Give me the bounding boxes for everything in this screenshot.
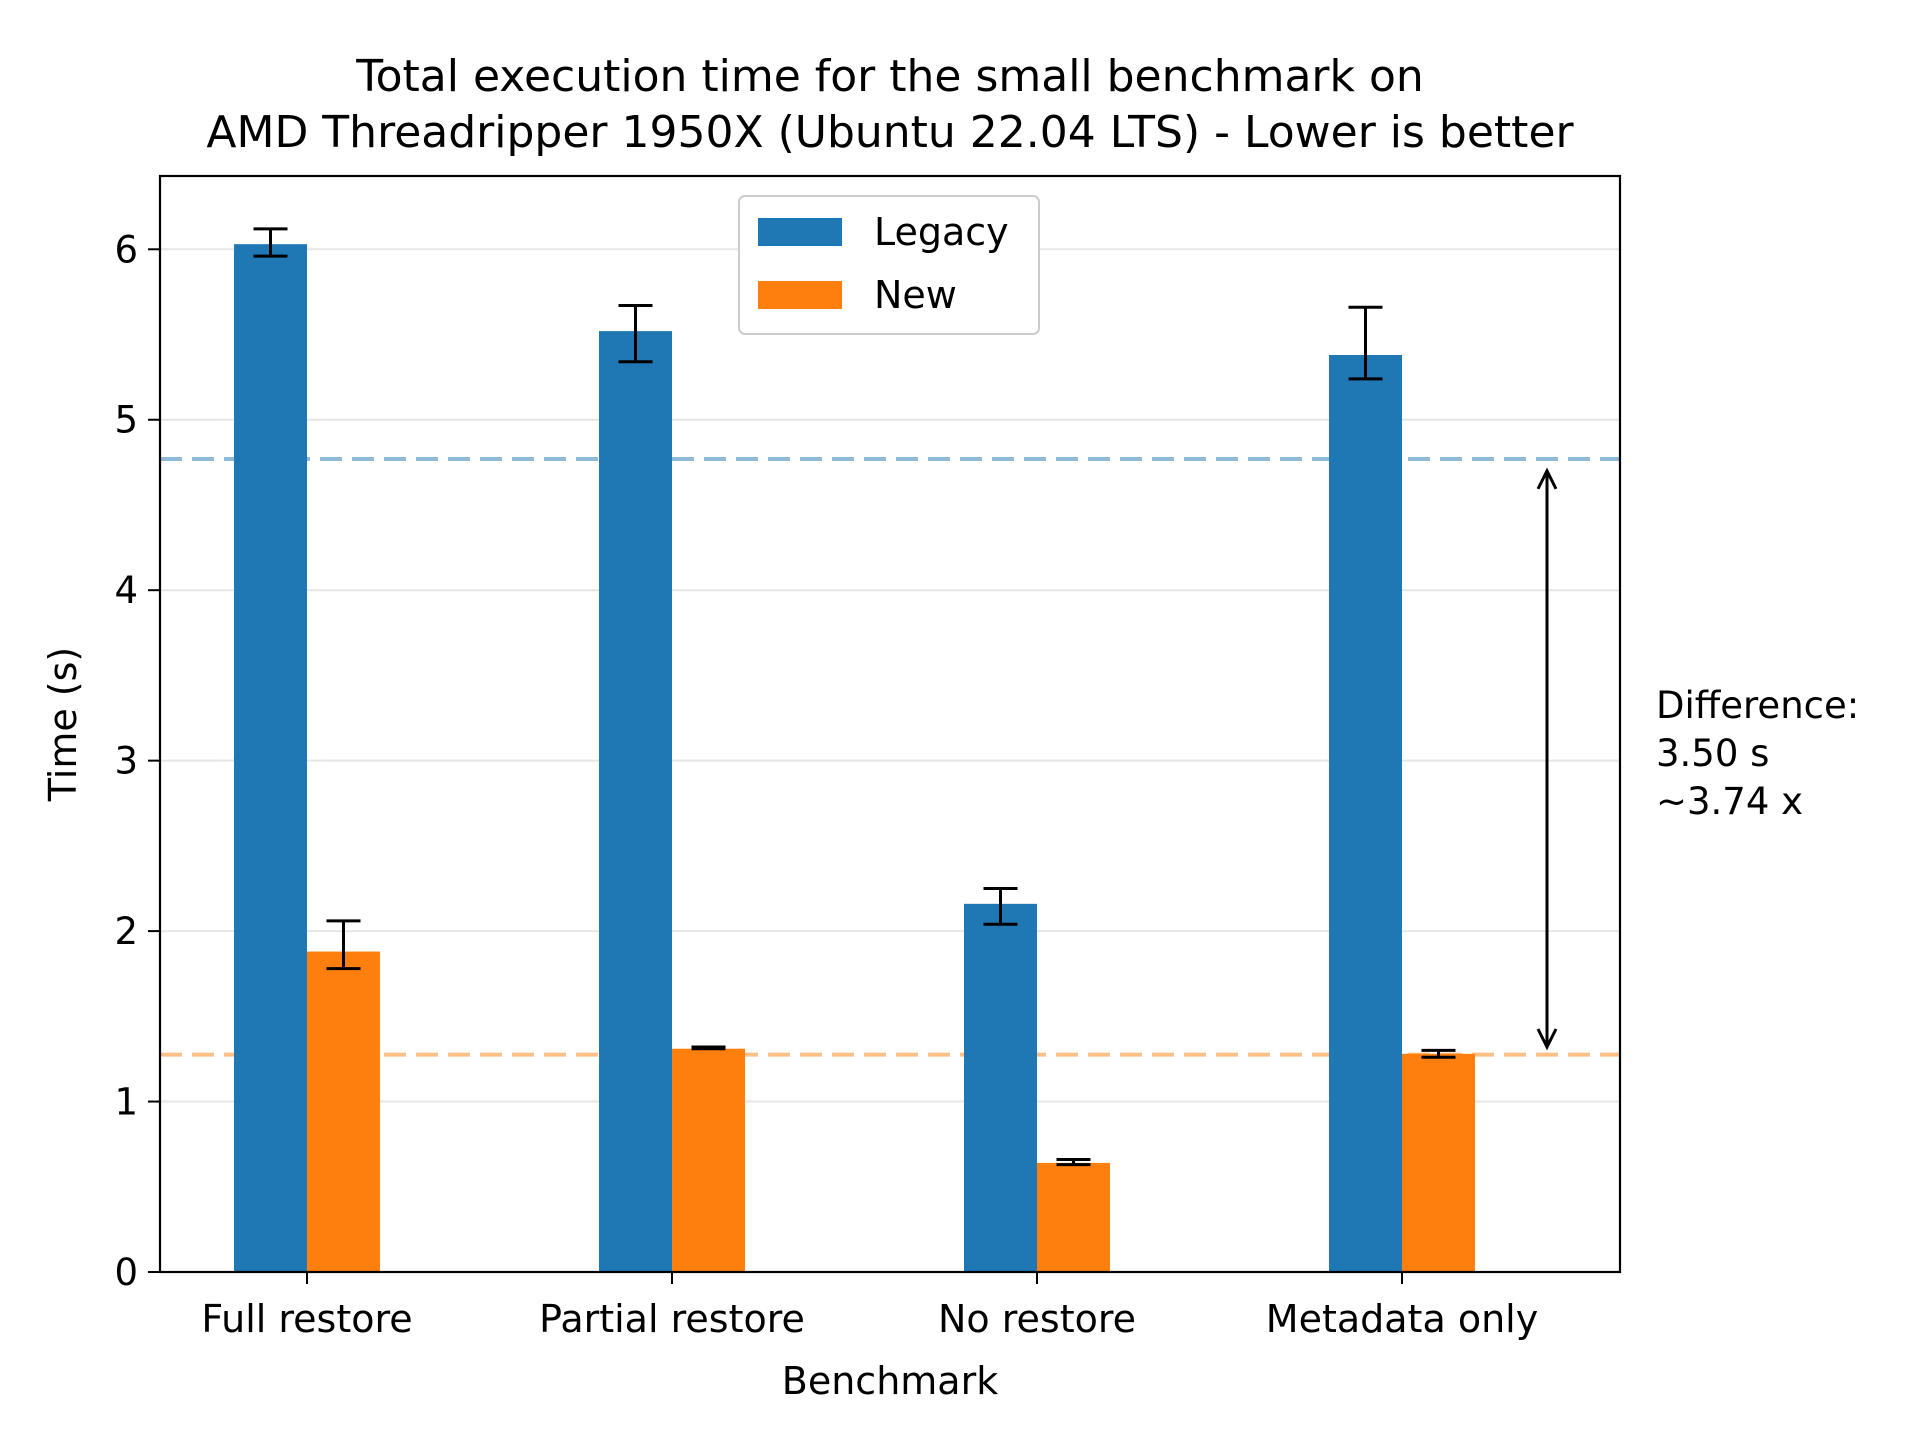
difference-arrow xyxy=(1536,467,1558,1051)
error-bar-legacy-full-restore xyxy=(253,227,288,258)
bar-new-full-restore xyxy=(307,951,380,1272)
error-bar-legacy-partial-restore xyxy=(618,304,653,364)
y-tick-label: 6 xyxy=(114,228,138,271)
annotation-line-3: ~3.74 x xyxy=(1656,780,1803,823)
difference-annotation: Difference: 3.50 s ~3.74 x xyxy=(1536,467,1859,1051)
bar-new-metadata-only xyxy=(1402,1053,1475,1272)
x-tick-label: Full restore xyxy=(201,1297,412,1341)
annotation-line-2: 3.50 s xyxy=(1656,732,1769,775)
x-tick-label: No restore xyxy=(938,1297,1136,1341)
error-bar-new-no-restore xyxy=(1056,1158,1091,1167)
y-tick-label: 2 xyxy=(114,910,138,953)
gridlines xyxy=(160,248,1620,1273)
legend-label-legacy: Legacy xyxy=(874,210,1009,254)
bar-legacy-partial-restore xyxy=(599,331,672,1272)
bar-legacy-metadata-only xyxy=(1329,354,1402,1272)
y-tick-label: 4 xyxy=(114,569,138,612)
error-bars xyxy=(253,227,1456,1167)
bar-legacy-full-restore xyxy=(234,244,307,1272)
plot-frame xyxy=(158,174,1622,1274)
error-bar-legacy-metadata-only xyxy=(1348,305,1383,381)
y-tick-label: 1 xyxy=(114,1081,138,1124)
bar-legacy-no-restore xyxy=(964,903,1037,1272)
y-tick-label: 5 xyxy=(114,399,138,442)
error-bar-new-partial-restore xyxy=(691,1045,726,1051)
x-tick-label: Metadata only xyxy=(1266,1297,1538,1341)
error-bar-new-metadata-only xyxy=(1421,1048,1456,1059)
legend-label-new: New xyxy=(874,273,957,317)
y-tick-label: 3 xyxy=(114,740,138,783)
y-axis-ticks: 0 1 2 3 4 5 6 xyxy=(114,228,160,1294)
error-bar-new-full-restore xyxy=(326,919,361,971)
x-axis-ticks: Full restore Partial restore No restore Met… xyxy=(201,1272,1538,1341)
bar-new-no-restore xyxy=(1037,1162,1110,1272)
x-axis-label: Benchmark xyxy=(782,1359,998,1403)
legend-swatch-legacy xyxy=(758,218,842,246)
bar-new-partial-restore xyxy=(672,1048,745,1272)
y-axis-label: Time (s) xyxy=(41,647,85,803)
annotation-line-1: Difference: xyxy=(1656,684,1859,727)
x-tick-label: Partial restore xyxy=(539,1297,805,1341)
y-tick-label: 0 xyxy=(114,1251,138,1294)
chart-title: Total execution time for the small bench… xyxy=(355,51,1424,102)
bars xyxy=(234,244,1475,1272)
legend-swatch-new xyxy=(758,281,842,309)
error-bar-legacy-no-restore xyxy=(983,886,1018,926)
chart-subtitle: AMD Threadripper 1950X (Ubuntu 22.04 LTS… xyxy=(206,107,1574,158)
legend: Legacy New xyxy=(738,195,1040,335)
